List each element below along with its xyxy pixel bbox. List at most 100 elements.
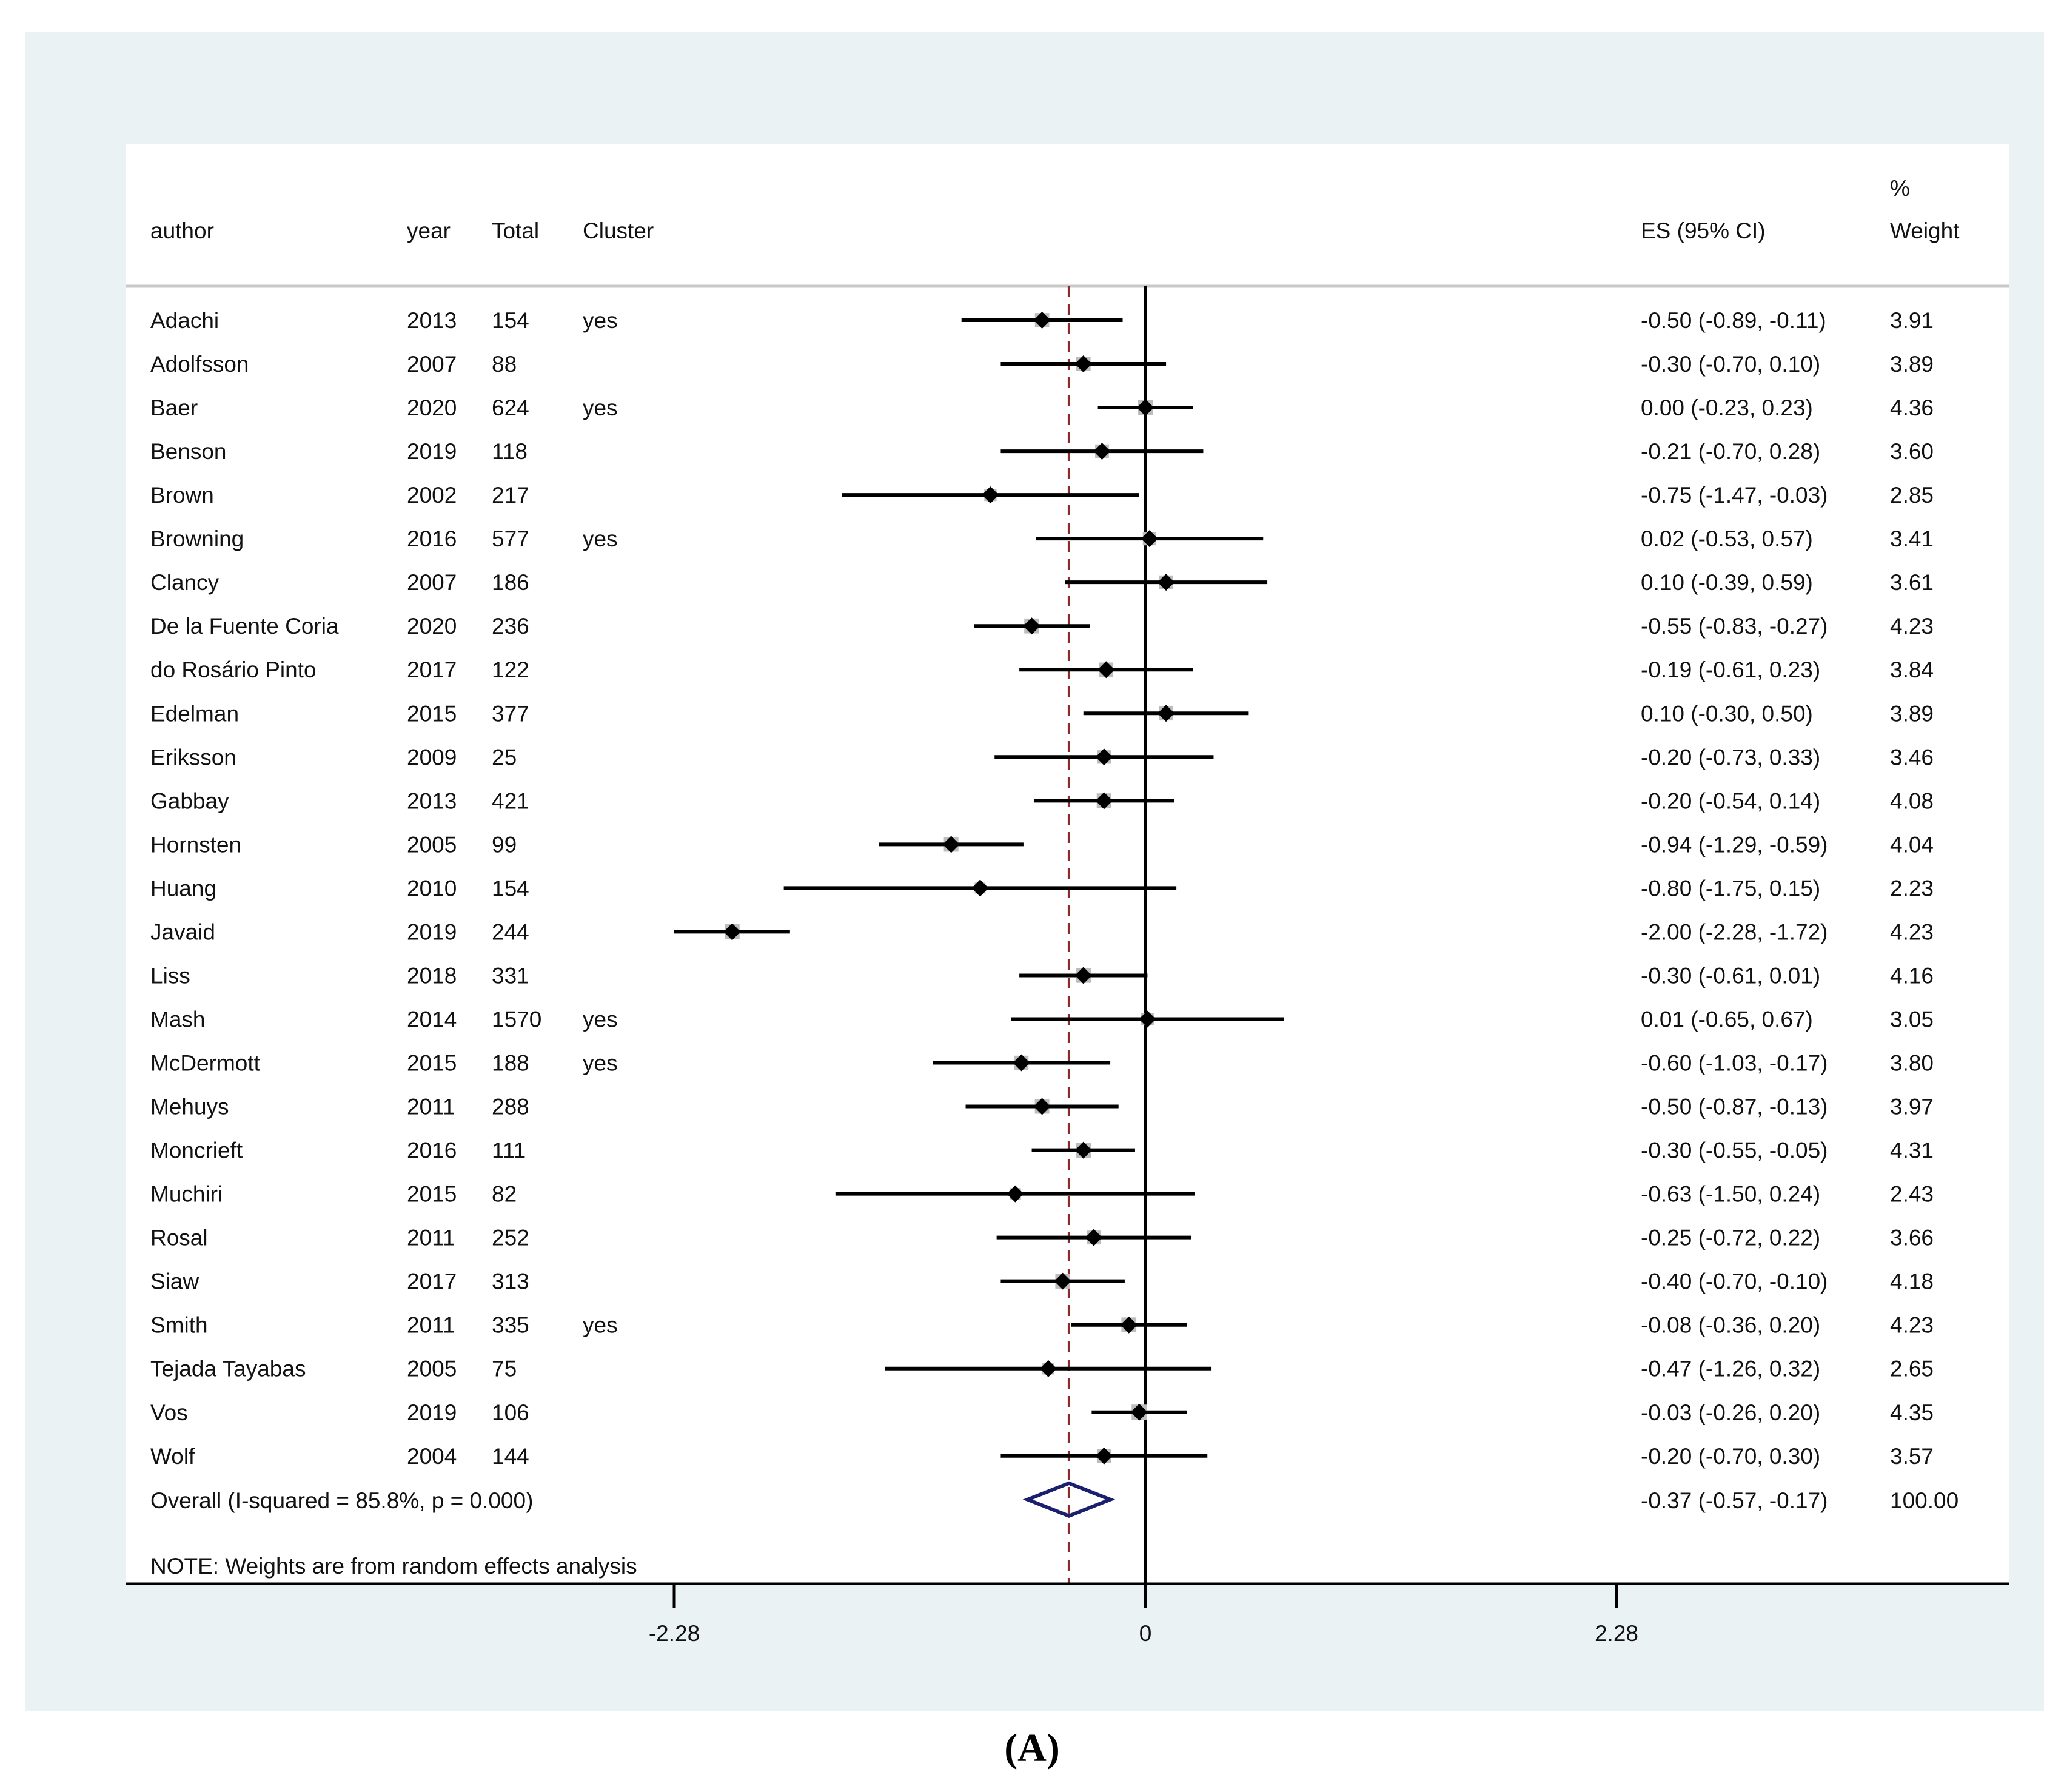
study-weight: 4.35: [1890, 1400, 1934, 1425]
study-total: 1570: [492, 1007, 541, 1032]
study-year: 2019: [407, 919, 457, 944]
study-weight: 4.23: [1890, 614, 1934, 639]
header-author: author: [150, 218, 214, 243]
study-cluster: yes: [583, 1051, 618, 1076]
study-es-text: -0.40 (-0.70, -0.10): [1641, 1269, 1828, 1294]
study-year: 2011: [407, 1313, 455, 1338]
study-row: McDermott 2015 188 yes -0.60 (-1.03, -0.17) 3…: [150, 1051, 1934, 1076]
study-year: 2017: [407, 657, 457, 682]
plot-region: author year Total Cluster ES (95% CI) % …: [126, 144, 2009, 1585]
point-estimate-marker: [1013, 1054, 1030, 1072]
study-year: 2020: [407, 395, 457, 420]
study-weight: 3.89: [1890, 352, 1934, 377]
study-author: Wolf: [150, 1444, 195, 1469]
point-estimate-marker: [1074, 355, 1092, 373]
study-row: Javaid 2019 244 -2.00 (-2.28, -1.72) 4.23: [150, 919, 1934, 944]
point-estimate-marker: [1085, 1229, 1102, 1246]
study-author: Moncrieft: [150, 1138, 243, 1163]
study-year: 2005: [407, 832, 457, 857]
study-row: De la Fuente Coria 2020 236 -0.55 (-0.83, -…: [150, 614, 1934, 639]
study-total: 75: [492, 1357, 517, 1381]
study-rows: Adachi 2013 154 yes -0.50 (-0.89, -0.11) 3.91…: [150, 308, 1934, 1469]
study-total: 154: [492, 308, 529, 333]
study-year: 2007: [407, 352, 457, 377]
overall-row: Overall (I-squared = 85.8%, p = 0.000) -…: [150, 1481, 1958, 1519]
study-es-text: 0.01 (-0.65, 0.67): [1641, 1007, 1813, 1032]
study-row: Baer 2020 624 yes 0.00 (-0.23, 0.23) 4.36: [150, 395, 1934, 420]
study-es-text: -0.75 (-1.47, -0.03): [1641, 483, 1828, 508]
study-year: 2018: [407, 963, 457, 988]
point-estimate-marker: [1095, 792, 1113, 810]
study-es-text: -0.30 (-0.55, -0.05): [1641, 1138, 1828, 1163]
study-year: 2002: [407, 483, 457, 508]
study-total: 236: [492, 614, 529, 639]
overall-es-text: -0.37 (-0.57, -0.17): [1641, 1488, 1828, 1513]
study-author: Tejada Tayabas: [150, 1357, 306, 1381]
x-tick-label: -2.28: [649, 1621, 700, 1646]
study-total: 421: [492, 788, 529, 813]
point-estimate-marker: [1095, 1447, 1113, 1465]
study-year: 2007: [407, 570, 457, 595]
study-year: 2010: [407, 876, 457, 901]
header-weight: Weight: [1890, 218, 1960, 243]
study-row: Mehuys 2011 288 -0.50 (-0.87, -0.13) 3.97: [150, 1095, 1934, 1119]
study-year: 2005: [407, 1357, 457, 1381]
study-weight: 4.04: [1890, 832, 1934, 857]
study-es-text: -0.08 (-0.36, 0.20): [1641, 1313, 1820, 1338]
study-weight: 4.18: [1890, 1269, 1934, 1294]
study-row: Browning 2016 577 yes 0.02 (-0.53, 0.57) 3.41: [150, 526, 1934, 551]
study-total: 111: [492, 1138, 526, 1163]
study-row: Huang 2010 154 -0.80 (-1.75, 0.15) 2.23: [150, 876, 1934, 901]
x-tick-label: 2.28: [1595, 1621, 1638, 1646]
study-weight: 2.65: [1890, 1357, 1934, 1381]
study-year: 2015: [407, 701, 457, 726]
study-row: Gabbay 2013 421 -0.20 (-0.54, 0.14) 4.08: [150, 788, 1934, 813]
study-row: Clancy 2007 186 0.10 (-0.39, 0.59) 3.61: [150, 570, 1934, 595]
study-row: Siaw 2017 313 -0.40 (-0.70, -0.10) 4.18: [150, 1269, 1934, 1294]
point-estimate-marker: [1120, 1316, 1138, 1334]
study-author: Javaid: [150, 919, 215, 944]
study-weight: 4.36: [1890, 395, 1934, 420]
study-author: Mash: [150, 1007, 205, 1032]
study-row: Vos 2019 106 -0.03 (-0.26, 0.20) 4.35: [150, 1400, 1934, 1425]
study-weight: 4.08: [1890, 788, 1934, 813]
study-row: Tejada Tayabas 2005 75 -0.47 (-1.26, 0.32) 2…: [150, 1357, 1934, 1381]
study-total: 122: [492, 657, 529, 682]
study-year: 2015: [407, 1182, 457, 1207]
study-row: Brown 2002 217 -0.75 (-1.47, -0.03) 2.85: [150, 483, 1934, 508]
overall-weight: 100.00: [1890, 1488, 1958, 1513]
study-year: 2004: [407, 1444, 457, 1469]
study-es-text: -2.00 (-2.28, -1.72): [1641, 919, 1828, 944]
study-row: Smith 2011 335 yes -0.08 (-0.36, 0.20) 4.23: [150, 1313, 1934, 1338]
study-year: 2011: [407, 1226, 455, 1250]
study-author: Adolfsson: [150, 352, 249, 377]
study-author: McDermott: [150, 1051, 261, 1076]
study-author: Eriksson: [150, 745, 236, 770]
study-total: 252: [492, 1226, 529, 1250]
study-author: Gabbay: [150, 788, 229, 813]
point-estimate-marker: [1033, 312, 1051, 329]
study-es-text: -0.30 (-0.61, 0.01): [1641, 963, 1820, 988]
study-total: 154: [492, 876, 529, 901]
point-estimate-marker: [723, 923, 741, 941]
study-cluster: yes: [583, 526, 618, 551]
study-es-text: 0.00 (-0.23, 0.23): [1641, 395, 1813, 420]
study-year: 2015: [407, 1051, 457, 1076]
study-row: Edelman 2015 377 0.10 (-0.30, 0.50) 3.89: [150, 701, 1934, 726]
study-row: Eriksson 2009 25 -0.20 (-0.73, 0.33) 3.46: [150, 745, 1934, 770]
study-es-text: -0.47 (-1.26, 0.32): [1641, 1357, 1820, 1381]
study-author: Mehuys: [150, 1095, 229, 1119]
study-total: 88: [492, 352, 517, 377]
point-estimate-marker: [1095, 748, 1113, 766]
point-estimate-marker: [1137, 399, 1154, 417]
point-estimate-marker: [1097, 661, 1115, 679]
study-es-text: -0.20 (-0.54, 0.14): [1641, 788, 1820, 813]
point-estimate-marker: [1074, 1141, 1092, 1159]
study-es-text: -0.03 (-0.26, 0.20): [1641, 1400, 1820, 1425]
study-es-text: 0.10 (-0.30, 0.50): [1641, 701, 1813, 726]
figure-background: author year Total Cluster ES (95% CI) % …: [25, 32, 2044, 1711]
study-year: 2016: [407, 526, 457, 551]
study-row: Mash 2014 1570 yes 0.01 (-0.65, 0.67) 3.05: [150, 1007, 1934, 1032]
study-weight: 3.91: [1890, 308, 1934, 333]
study-total: 335: [492, 1313, 529, 1338]
